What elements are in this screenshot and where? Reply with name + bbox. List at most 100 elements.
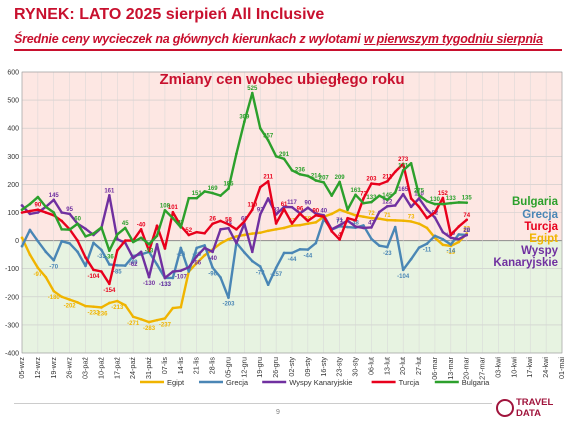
data-point-bulgaria: [235, 152, 238, 156]
data-point-egipt: [179, 305, 183, 309]
data-point-egipt: [195, 261, 199, 265]
data-point-bulgaria: [449, 201, 453, 205]
data-point-egipt: [441, 243, 445, 247]
data-point-grecja: [274, 266, 278, 270]
logo-line-2: DATA: [516, 408, 541, 419]
data-point-egipt: [250, 232, 254, 235]
data-label-turcja: 90: [35, 203, 42, 209]
data-point-wyspy-kanaryjskie: [250, 250, 254, 254]
data-point-turcja: [385, 180, 389, 183]
data-point-grecja: [393, 225, 397, 229]
data-point-grecja: [425, 242, 429, 245]
data-label-grecja: 22: [463, 228, 470, 234]
data-point-grecja: [409, 257, 413, 261]
page-number: 9: [276, 409, 280, 416]
data-label-wyspy-kanaryjskie: 40: [320, 208, 327, 214]
data-label-bulgaria: 130: [430, 197, 441, 203]
data-point-wyspy-kanaryjskie: [306, 206, 310, 210]
data-label-egipt: 71: [384, 213, 391, 219]
data-point-egipt: [266, 229, 270, 233]
data-point-grecja: [108, 263, 111, 266]
y-tick-label: 100: [7, 210, 19, 217]
data-point-turcja: [362, 197, 365, 200]
x-tick-label: 27-lut: [414, 357, 423, 375]
x-tick-label: 03-kwi: [493, 357, 502, 378]
data-point-turcja: [36, 208, 40, 211]
y-tick-label: 500: [7, 98, 19, 105]
x-tick-label: 06-mar: [430, 356, 439, 379]
data-point-grecja: [28, 228, 32, 232]
data-label-wyspy-kanaryjskie: 93: [257, 207, 264, 213]
data-label-grecja: -104: [397, 274, 410, 280]
data-label-egipt: -237: [159, 322, 172, 328]
data-label-turcja: -40: [137, 222, 146, 228]
data-point-wyspy-kanaryjskie: [68, 212, 71, 216]
data-point-wyspy-kanaryjskie: [139, 250, 143, 254]
data-point-turcja: [147, 249, 151, 253]
data-label-wyspy-kanaryjskie: 47: [368, 220, 375, 226]
data-label-egipt: -233: [87, 311, 100, 317]
data-point-egipt: [290, 224, 294, 228]
data-label-wyspy-kanaryjskie: 71: [336, 218, 343, 224]
data-label-grecja: -49: [129, 260, 138, 266]
x-tick-label: 28-lis: [208, 357, 217, 375]
data-point-grecja: [314, 241, 318, 245]
data-point-egipt: [282, 226, 286, 230]
data-point-bulgaria: [84, 235, 87, 238]
data-point-grecja: [100, 248, 103, 252]
data-label-turcja: 96: [297, 207, 304, 213]
x-tick-label: 26-wrz: [65, 357, 74, 379]
data-point-bulgaria: [314, 179, 318, 182]
data-point-turcja: [44, 211, 48, 214]
data-label-wyspy-kanaryjskie: 117: [287, 200, 297, 206]
data-point-wyspy-kanaryjskie: [354, 225, 357, 228]
data-point-turcja: [211, 222, 214, 226]
data-label-egipt: 72: [368, 211, 375, 217]
title-rule: [14, 49, 562, 51]
data-label-turcja: 152: [438, 191, 449, 197]
data-point-egipt: [346, 211, 349, 214]
x-tick-label: 12-wrz: [33, 357, 42, 379]
data-point-turcja: [425, 216, 429, 220]
data-point-egipt: [171, 306, 175, 310]
data-label-bulgaria: 60: [74, 217, 81, 223]
x-tick-label: 02-sty: [287, 357, 296, 377]
data-label-bulgaria: 145: [382, 193, 393, 199]
data-point-turcja: [108, 282, 111, 286]
data-point-wyspy-kanaryjskie: [258, 213, 262, 216]
data-point-turcja: [409, 197, 413, 200]
data-point-egipt: [417, 222, 421, 226]
data-label-bulgaria: 309: [239, 115, 250, 121]
data-point-grecja: [92, 241, 95, 245]
data-label-turcja: 203: [366, 177, 377, 183]
travel-data-logo: TRAVEL DATA: [496, 397, 562, 421]
x-tick-label: 17-kwi: [525, 357, 534, 378]
data-point-grecja: [370, 237, 373, 241]
data-point-egipt: [457, 240, 461, 244]
data-label-grecja: -157: [270, 272, 283, 278]
data-label-egipt: -97: [34, 272, 43, 278]
data-point-bulgaria: [393, 191, 397, 194]
data-point-turcja: [266, 180, 270, 183]
data-point-bulgaria: [378, 194, 381, 197]
data-point-wyspy-kanaryjskie: [52, 198, 56, 202]
data-label-bulgaria: 275: [414, 188, 425, 194]
data-point-grecja: [378, 244, 381, 247]
data-point-grecja: [123, 264, 127, 267]
x-tick-label: 31-paź: [144, 357, 153, 379]
data-point-egipt: [60, 295, 64, 299]
data-label-wyspy-kanaryjskie: 93: [273, 207, 280, 213]
data-point-bulgaria: [354, 193, 357, 197]
data-point-grecja: [187, 270, 191, 273]
data-label-turcja: 58: [225, 217, 232, 223]
x-tick-label: 05-wrz: [17, 357, 26, 379]
x-tick-label: 01-maj: [557, 357, 564, 379]
data-point-egipt: [155, 318, 159, 322]
data-point-turcja: [338, 238, 341, 241]
data-label-bulgaria: 525: [247, 86, 258, 92]
data-label-egipt: -213: [111, 305, 124, 311]
data-point-wyspy-kanaryjskie: [235, 241, 238, 245]
x-tick-label: 13-lut: [382, 357, 391, 375]
data-point-bulgaria: [36, 195, 40, 199]
data-point-bulgaria: [274, 155, 278, 158]
